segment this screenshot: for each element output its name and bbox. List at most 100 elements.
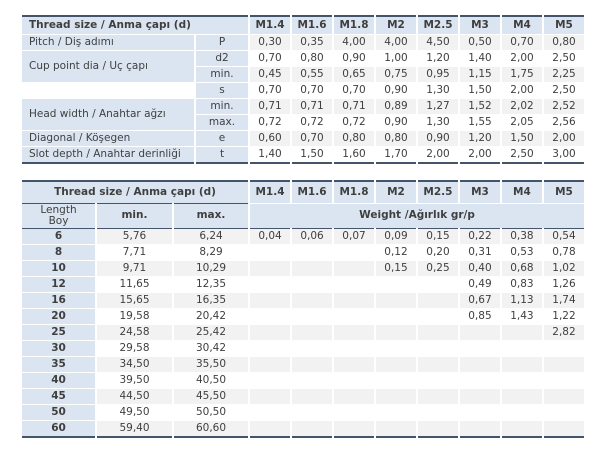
spec-value-cell: 0,70 — [332, 82, 376, 99]
min-value-cell: 34,50 — [95, 356, 174, 373]
length-row: 10 9,71 10,29 0,15 0,25 0,40 0,68 1,02 — [20, 260, 587, 277]
weight-value-cell — [415, 276, 460, 293]
weight-value-cell — [290, 420, 334, 437]
weight-value-cell — [248, 420, 293, 437]
weight-value-cell: 0,38 — [499, 228, 544, 245]
spec-value-cell: 0,80 — [332, 130, 376, 147]
weight-value-cell: 0,04 — [248, 228, 293, 245]
spec-value-cell: 2,25 — [542, 66, 586, 83]
spec-row: Pitch / Diş adımı P 0,30 0,35 4,00 4,00 4,50 0,… — [20, 34, 586, 51]
spec-value-cell: 4,50 — [416, 34, 460, 51]
weight-value-cell — [499, 388, 544, 405]
max-value-cell: 10,29 — [171, 260, 251, 277]
weight-value-cell — [415, 356, 460, 373]
weight-value-cell — [332, 340, 376, 357]
weight-value-cell — [541, 420, 587, 437]
spec-value-cell: 0,75 — [374, 66, 418, 83]
length-value-cell: 40 — [20, 372, 97, 389]
weight-value-cell — [332, 308, 376, 325]
weight-value-cell — [332, 404, 376, 421]
spec-value-cell: 0,71 — [332, 98, 376, 115]
spec-value-cell: 1,40 — [458, 50, 502, 67]
weight-value-cell — [373, 276, 418, 293]
weight-value-cell: 1,02 — [541, 260, 587, 277]
max-column-header: max. — [171, 203, 251, 229]
spec-size-header-M3: M3 — [458, 15, 502, 35]
weight-value-cell — [541, 404, 587, 421]
spec-row-symbol: t — [194, 146, 250, 163]
weight-value-cell — [457, 324, 502, 341]
weight-value-cell — [499, 324, 544, 341]
weight-value-cell: 1,13 — [499, 292, 544, 309]
spec-value-cell: 1,50 — [458, 82, 502, 99]
weight-value-cell — [541, 340, 587, 357]
weight-value-cell — [290, 388, 334, 405]
length-size-header-M1.4: M1.4 — [248, 180, 293, 204]
weight-value-cell — [415, 340, 460, 357]
weight-value-cell — [290, 260, 334, 277]
weight-value-cell — [332, 420, 376, 437]
length-row: 16 15,65 16,35 0,67 1,13 1,74 — [20, 292, 587, 309]
spec-value-cell: 2,00 — [416, 146, 460, 163]
length-row: 40 39,50 40,50 — [20, 372, 587, 389]
spec-value-cell: 1,60 — [332, 146, 376, 163]
length-row: 25 24,58 25,42 2,82 — [20, 324, 587, 341]
max-value-cell: 50,50 — [171, 404, 251, 421]
spec-size-header-M1.6: M1.6 — [290, 15, 334, 35]
length-row: 12 11,65 12,35 0,49 0,83 1,26 — [20, 276, 587, 293]
spec-value-cell: 1,15 — [458, 66, 502, 83]
spec-value-cell: 2,02 — [500, 98, 544, 115]
spec-row-symbol: P — [194, 34, 250, 51]
weight-value-cell — [499, 404, 544, 421]
weight-value-cell — [415, 388, 460, 405]
spec-value-cell: 0,89 — [374, 98, 418, 115]
weight-value-cell — [248, 356, 293, 373]
spec-value-cell: 0,90 — [332, 50, 376, 67]
spec-value-cell: 0,70 — [290, 130, 334, 147]
weight-value-cell — [415, 420, 460, 437]
weight-value-cell — [248, 276, 293, 293]
weight-value-cell: 0,07 — [332, 228, 376, 245]
weight-value-cell: 0,20 — [415, 244, 460, 261]
spec-row-symbol: d2 — [194, 50, 250, 67]
weight-value-cell — [332, 372, 376, 389]
spec-value-cell: 0,65 — [332, 66, 376, 83]
weight-value-cell — [457, 372, 502, 389]
spec-value-cell: 1,70 — [374, 146, 418, 163]
spec-value-cell: 0,70 — [248, 50, 292, 67]
spec-value-cell: 0,50 — [458, 34, 502, 51]
weight-value-cell — [248, 388, 293, 405]
spec-size-header-M4: M4 — [500, 15, 544, 35]
spec-size-header-M2: M2 — [374, 15, 418, 35]
weight-value-cell — [248, 340, 293, 357]
weight-value-cell — [541, 388, 587, 405]
min-value-cell: 5,76 — [95, 228, 174, 245]
length-value-cell: 30 — [20, 340, 97, 357]
weight-value-cell — [373, 388, 418, 405]
weight-value-cell — [248, 372, 293, 389]
length-value-cell: 6 — [20, 228, 97, 245]
weight-value-cell — [290, 244, 334, 261]
spec-value-cell: 0,70 — [500, 34, 544, 51]
spec-size-header-M1.4: M1.4 — [248, 15, 292, 35]
spec-size-row: Thread size / Anma çapı (d) M1.4 M1.6 M1.8… — [20, 15, 586, 35]
weight-value-cell — [457, 388, 502, 405]
weight-value-cell — [290, 372, 334, 389]
spec-row-symbol: e — [194, 130, 250, 147]
length-header-tr: Boy — [48, 215, 69, 227]
weight-value-cell: 0,25 — [415, 260, 460, 277]
min-value-cell: 44,50 — [95, 388, 174, 405]
length-row: 6 5,76 6,24 0,04 0,06 0,07 0,09 0,15 0,22 0,38 0,5… — [20, 228, 587, 245]
min-value-cell: 7,71 — [95, 244, 174, 261]
spec-row-label: Diagonal / Köşegen — [20, 130, 196, 147]
weight-value-cell — [499, 340, 544, 357]
length-row: 20 19,58 20,42 0,85 1,43 1,22 — [20, 308, 587, 325]
spec-row: min. 0,45 0,55 0,65 0,75 0,95 1,15 1,75 2,25 — [21, 66, 586, 83]
spec-table-body: Pitch / Diş adımı P 0,30 0,35 4,00 4,00 4,50 0,… — [20, 34, 586, 163]
weight-value-cell: 0,49 — [457, 276, 502, 293]
length-size-header-M5: M5 — [541, 180, 587, 204]
length-table-title: Thread size / Anma çapı (d) — [19, 180, 251, 204]
weight-value-cell — [457, 356, 502, 373]
spec-value-cell: 0,80 — [542, 34, 586, 51]
